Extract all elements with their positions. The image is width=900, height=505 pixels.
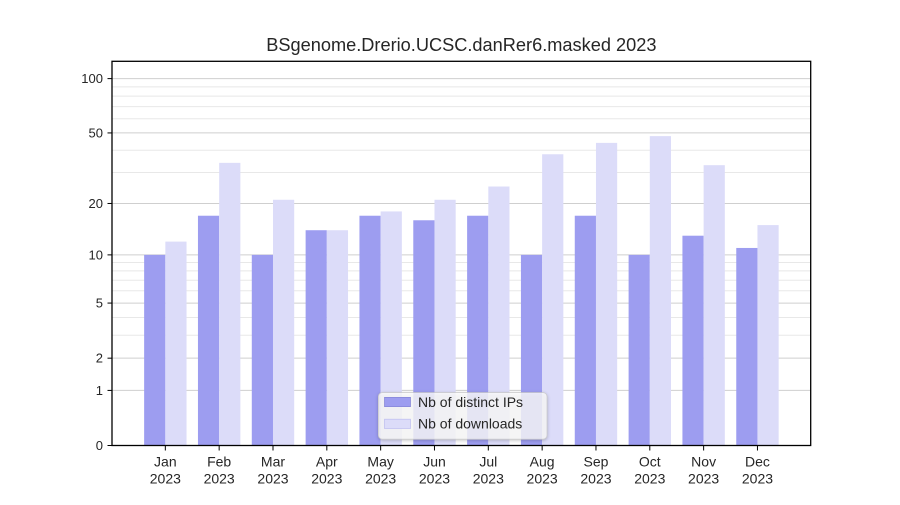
svg-text:2023: 2023 bbox=[204, 471, 235, 487]
svg-text:20: 20 bbox=[89, 196, 103, 211]
svg-text:2023: 2023 bbox=[634, 471, 665, 487]
svg-text:2023: 2023 bbox=[580, 471, 611, 487]
svg-text:May: May bbox=[367, 454, 393, 470]
svg-text:Dec: Dec bbox=[745, 454, 770, 470]
svg-text:10: 10 bbox=[89, 247, 103, 262]
svg-text:Nb of distinct IPs: Nb of distinct IPs bbox=[418, 394, 523, 410]
svg-text:Oct: Oct bbox=[639, 454, 661, 470]
svg-text:Sep: Sep bbox=[584, 454, 609, 470]
svg-text:2023: 2023 bbox=[257, 471, 288, 487]
svg-text:0: 0 bbox=[96, 438, 103, 453]
svg-text:1: 1 bbox=[96, 383, 103, 398]
svg-text:100: 100 bbox=[81, 71, 103, 86]
svg-text:2023: 2023 bbox=[311, 471, 342, 487]
svg-text:Mar: Mar bbox=[261, 454, 285, 470]
svg-text:BSgenome.Drerio.UCSC.danRer6.m: BSgenome.Drerio.UCSC.danRer6.masked 2023 bbox=[266, 35, 656, 55]
svg-text:2023: 2023 bbox=[473, 471, 504, 487]
svg-text:Aug: Aug bbox=[530, 454, 555, 470]
svg-text:Nb of downloads: Nb of downloads bbox=[418, 416, 522, 432]
svg-text:Nov: Nov bbox=[691, 454, 716, 470]
svg-text:Jun: Jun bbox=[423, 454, 446, 470]
svg-text:Jan: Jan bbox=[154, 454, 177, 470]
svg-text:Apr: Apr bbox=[316, 454, 338, 470]
svg-text:Feb: Feb bbox=[207, 454, 231, 470]
svg-text:2023: 2023 bbox=[150, 471, 181, 487]
svg-text:5: 5 bbox=[96, 296, 103, 311]
svg-text:2023: 2023 bbox=[419, 471, 450, 487]
svg-text:50: 50 bbox=[89, 125, 103, 140]
svg-text:Jul: Jul bbox=[479, 454, 497, 470]
svg-text:2023: 2023 bbox=[688, 471, 719, 487]
svg-text:2023: 2023 bbox=[527, 471, 558, 487]
svg-text:2023: 2023 bbox=[365, 471, 396, 487]
svg-text:2023: 2023 bbox=[742, 471, 773, 487]
svg-text:2: 2 bbox=[96, 351, 103, 366]
